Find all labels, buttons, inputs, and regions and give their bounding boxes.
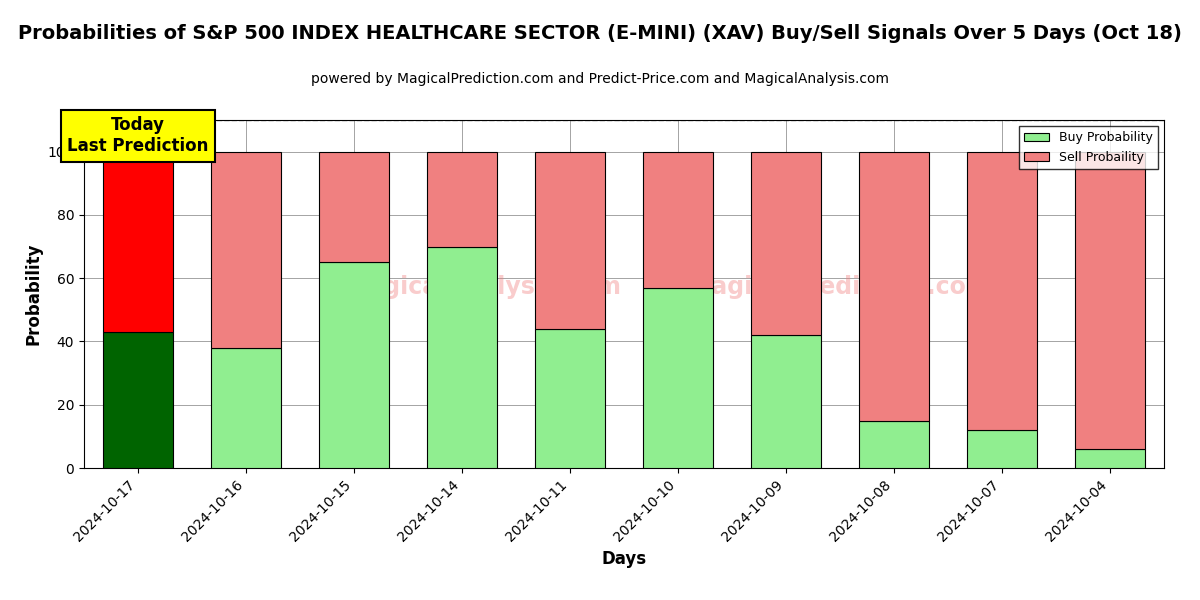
Bar bbox=[643, 287, 713, 468]
Bar bbox=[643, 152, 713, 287]
Bar bbox=[427, 247, 497, 468]
Bar bbox=[427, 152, 497, 247]
Bar bbox=[103, 152, 173, 332]
Bar bbox=[535, 329, 605, 468]
Text: MagicalPrediction.com: MagicalPrediction.com bbox=[689, 275, 991, 299]
Text: powered by MagicalPrediction.com and Predict-Price.com and MagicalAnalysis.com: powered by MagicalPrediction.com and Pre… bbox=[311, 72, 889, 86]
Bar bbox=[859, 421, 929, 468]
Y-axis label: Probability: Probability bbox=[24, 243, 42, 345]
Bar bbox=[535, 152, 605, 329]
Bar bbox=[319, 152, 389, 262]
Bar bbox=[859, 152, 929, 421]
Bar bbox=[211, 152, 281, 348]
Bar bbox=[751, 152, 821, 335]
Bar bbox=[751, 335, 821, 468]
Bar bbox=[103, 332, 173, 468]
X-axis label: Days: Days bbox=[601, 550, 647, 568]
Text: MagicalAnalysis.com: MagicalAnalysis.com bbox=[346, 275, 622, 299]
Bar bbox=[1075, 449, 1145, 468]
Legend: Buy Probability, Sell Probaility: Buy Probability, Sell Probaility bbox=[1019, 126, 1158, 169]
Bar bbox=[967, 152, 1037, 430]
Text: Probabilities of S&P 500 INDEX HEALTHCARE SECTOR (E-MINI) (XAV) Buy/Sell Signals: Probabilities of S&P 500 INDEX HEALTHCAR… bbox=[18, 24, 1182, 43]
Bar bbox=[1075, 152, 1145, 449]
Bar bbox=[967, 430, 1037, 468]
Bar bbox=[211, 348, 281, 468]
Bar bbox=[319, 262, 389, 468]
Text: Today
Last Prediction: Today Last Prediction bbox=[67, 116, 209, 155]
